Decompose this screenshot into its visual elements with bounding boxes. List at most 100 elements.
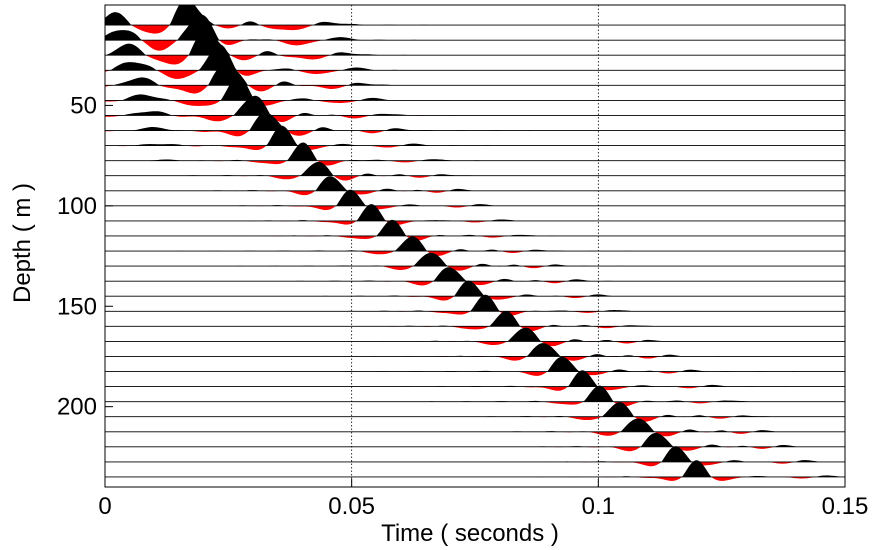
trace-1-negative-lobe [105,40,845,51]
trace-24-negative-lobe [105,386,845,391]
trace-13-positive-lobe [105,204,845,221]
trace-20-positive-lobe [105,310,845,327]
trace-30-positive-lobe [105,460,845,477]
trace-25 [105,385,845,407]
trace-14 [105,219,845,241]
trace-1-positive-lobe [105,14,845,41]
trace-17 [105,267,845,286]
trace-15-positive-lobe [105,236,845,252]
y-axis-ticks: 50 100 150 200 [57,92,113,421]
trace-13-negative-lobe [105,220,845,226]
trace-19 [105,294,845,316]
trace-9 [105,142,845,166]
trace-5-negative-lobe [105,100,845,106]
y-tick-label-1: 100 [57,193,97,220]
trace-12 [105,189,845,211]
trace-21 [105,327,845,347]
trace-3-positive-lobe [105,44,845,71]
trace-14-negative-lobe [105,235,845,241]
y-tick-label-0: 50 [70,92,97,119]
trace-18-positive-lobe [105,280,845,297]
trace-0-negative-lobe [105,25,845,34]
trace-10-negative-lobe [105,175,845,181]
trace-22-positive-lobe [105,343,845,357]
trace-15-negative-lobe [105,251,845,256]
trace-30 [105,460,845,481]
trace-18 [105,280,845,301]
trace-19-negative-lobe [105,311,845,316]
trace-15 [105,236,845,256]
trace-18-negative-lobe [105,296,845,301]
trace-27-positive-lobe [105,418,845,432]
trace-11-negative-lobe [105,190,845,196]
trace-16-positive-lobe [105,252,845,267]
trace-23-negative-lobe [105,371,845,376]
trace-4 [105,64,845,94]
trace-24 [105,370,845,391]
trace-27 [105,418,845,437]
trace-28 [105,432,845,452]
trace-10 [105,161,845,181]
trace-6 [105,95,845,122]
trace-28-positive-lobe [105,432,845,447]
trace-0-positive-lobe [105,5,845,26]
trace-1 [105,14,845,51]
trace-24-positive-lobe [105,370,845,387]
trace-22 [105,343,845,361]
trace-21-positive-lobe [105,327,845,342]
trace-7-negative-lobe [105,130,845,137]
trace-19-positive-lobe [105,294,845,312]
grid-lines [351,5,599,487]
trace-10-positive-lobe [105,161,845,176]
trace-17-positive-lobe [105,267,845,282]
trace-22-negative-lobe [105,356,845,361]
trace-20 [105,310,845,332]
trace-25-negative-lobe [105,401,845,407]
trace-6-negative-lobe [105,115,845,122]
trace-4-negative-lobe [105,85,845,94]
trace-0 [105,5,845,34]
trace-12-positive-lobe [105,189,845,206]
plot-frame [104,4,846,488]
trace-16-negative-lobe [105,266,845,271]
trace-26-positive-lobe [105,402,845,417]
trace-29-negative-lobe [105,461,845,467]
trace-29-positive-lobe [105,446,845,462]
x-tick-label-1: 0.05 [328,493,375,520]
x-axis-ticks: 0 0.05 0.1 0.15 [98,479,868,520]
trace-8-negative-lobe [105,145,845,151]
trace-25-positive-lobe [105,385,845,402]
trace-8-positive-lobe [105,125,845,146]
trace-8 [105,125,845,151]
trace-9-negative-lobe [105,160,845,166]
trace-3-negative-lobe [105,70,845,79]
trace-21-negative-lobe [105,341,845,347]
trace-23 [105,356,845,376]
trace-6-positive-lobe [105,95,845,116]
trace-23-positive-lobe [105,356,845,372]
trace-26 [105,402,845,422]
trace-28-negative-lobe [105,446,845,452]
trace-11-positive-lobe [105,176,845,191]
trace-29 [105,446,845,467]
trace-5 [105,75,845,106]
trace-26-negative-lobe [105,416,845,422]
trace-7 [105,112,845,137]
y-tick-label-2: 150 [57,293,97,320]
x-tick-label-2: 0.1 [582,493,615,520]
trace-30-negative-lobe [105,476,845,481]
x-tick-label-3: 0.15 [822,493,869,520]
y-axis-title: Depth ( m ) [9,183,36,303]
trace-27-negative-lobe [105,431,845,437]
trace-2-negative-lobe [105,55,845,65]
traces-group [105,5,845,481]
trace-17-negative-lobe [105,281,845,286]
x-tick-label-0: 0 [98,493,111,520]
y-tick-label-3: 200 [57,394,97,421]
trace-12-negative-lobe [105,205,845,211]
trace-13 [105,204,845,226]
trace-16 [105,252,845,271]
trace-11 [105,176,845,196]
x-axis-title: Time ( seconds ) [381,520,559,547]
